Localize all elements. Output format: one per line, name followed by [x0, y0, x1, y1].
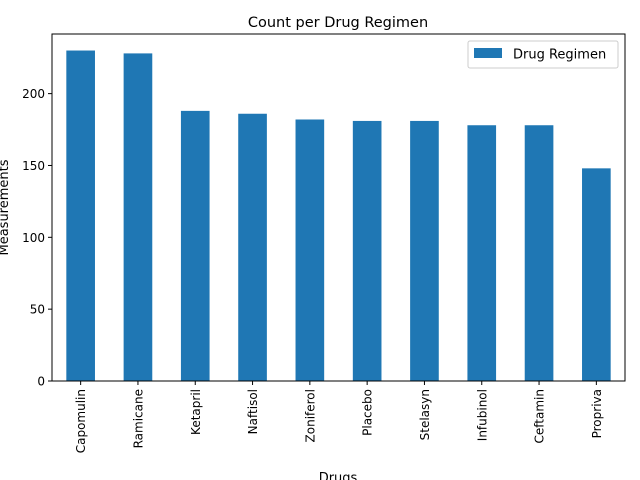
x-tick-label: Ceftamin — [533, 389, 547, 443]
y-axis-label: Measurements — [0, 159, 12, 255]
chart-title: Count per Drug Regimen — [248, 15, 428, 31]
x-axis: Capomulin Ramicane Ketapril Naftisol Zonifer… — [74, 381, 604, 453]
plot-frame — [51, 33, 626, 382]
bar-ketapril — [180, 110, 210, 381]
bar-ceftamin — [524, 125, 554, 381]
y-axis: 0 50 100 150 200 — [22, 87, 52, 389]
bar-naftisol — [238, 113, 267, 382]
bars-group — [66, 50, 611, 382]
legend-frame — [467, 40, 619, 69]
x-tick-label: Ketapril — [189, 389, 203, 435]
x-tick-label: Naftisol — [246, 389, 260, 434]
legend: Drug Regimen — [467, 40, 619, 69]
legend-entry-label: Drug Regimen — [513, 48, 606, 63]
y-tick-label: 200 — [22, 87, 45, 101]
x-tick-label: Capomulin — [74, 389, 88, 453]
bar-infubinol — [467, 125, 497, 381]
bar-stelasyn — [410, 120, 439, 382]
bar-propriva — [582, 168, 611, 381]
x-tick-label: Stelasyn — [418, 389, 432, 440]
y-tick-label: 50 — [30, 303, 45, 317]
x-tick-label: Zoniferol — [303, 389, 317, 442]
x-tick-label: Ramicane — [131, 389, 145, 448]
bar-capomulin — [66, 50, 95, 382]
x-tick-label: Infubinol — [475, 389, 489, 441]
y-tick-label: 0 — [37, 375, 45, 389]
x-axis-label: Drugs — [319, 471, 358, 480]
y-tick-label: 100 — [22, 231, 45, 245]
bar-ramicane — [123, 53, 153, 381]
x-tick-label: Placebo — [361, 389, 375, 436]
y-tick-label: 150 — [22, 159, 45, 173]
legend-swatch — [474, 48, 502, 58]
bar-placebo — [352, 120, 382, 382]
bar-zoniferol — [295, 119, 325, 382]
x-tick-label: Propriva — [590, 389, 604, 438]
